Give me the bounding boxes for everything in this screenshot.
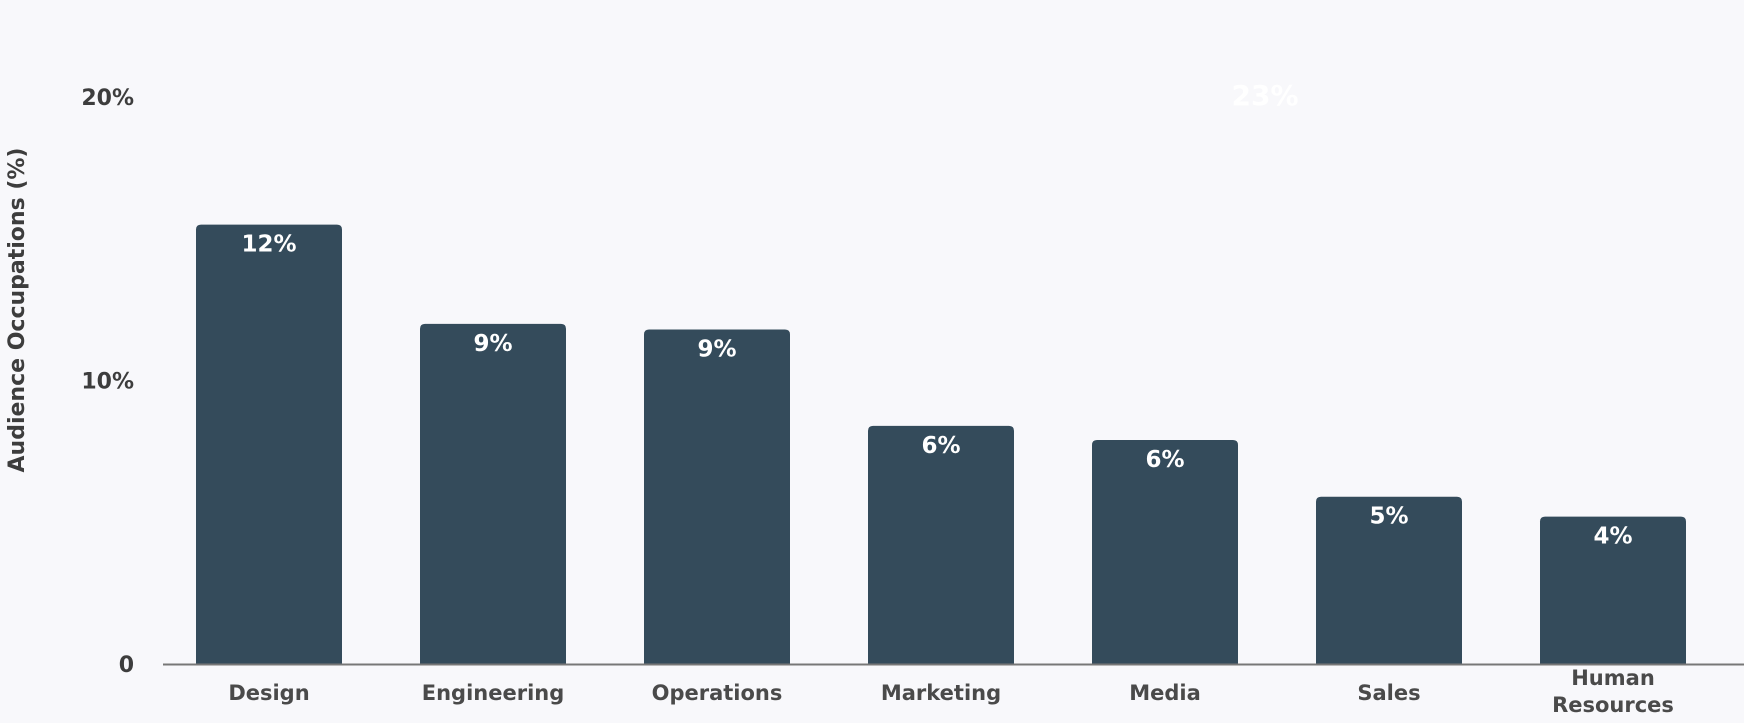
- y-axis-ticks: 0 10% 20%: [81, 86, 134, 678]
- bar: [868, 425, 1014, 664]
- bar-data-label: 9%: [473, 331, 512, 357]
- bar: [1092, 440, 1238, 664]
- bar: [1540, 516, 1686, 664]
- y-axis-title: Audience Occupations (%): [5, 148, 30, 473]
- x-tick-label: Sales: [1357, 681, 1420, 705]
- y-tick-label: 10%: [81, 370, 134, 395]
- bar-data-label: 6%: [1145, 447, 1184, 473]
- chart-annotation: 23%: [1231, 79, 1298, 112]
- bar-data-label: 6%: [921, 433, 960, 459]
- x-tick-label: Design: [228, 681, 309, 705]
- bar: [420, 323, 566, 664]
- y-tick-label: 0: [119, 653, 134, 678]
- x-tick-label: Marketing: [881, 681, 1001, 705]
- bar-data-label: 9%: [697, 336, 736, 362]
- bar: [644, 329, 790, 664]
- bars-group: 12% 9% 9% 6% 6% 5% 4%: [196, 224, 1686, 664]
- x-tick-label: Human Resources: [1552, 666, 1674, 717]
- x-tick-label: Media: [1129, 681, 1201, 705]
- bar-data-label: 5%: [1369, 504, 1408, 530]
- y-tick-label: 20%: [81, 86, 134, 111]
- bar-data-label: 12%: [241, 232, 296, 258]
- x-axis-labels: Design Engineering Operations Marketing Medi…: [228, 666, 1674, 717]
- x-tick-label: Engineering: [422, 681, 565, 705]
- bar: [1316, 496, 1462, 664]
- bar: [196, 224, 342, 664]
- x-tick-label: Operations: [652, 681, 783, 705]
- bar-data-label: 4%: [1593, 524, 1632, 550]
